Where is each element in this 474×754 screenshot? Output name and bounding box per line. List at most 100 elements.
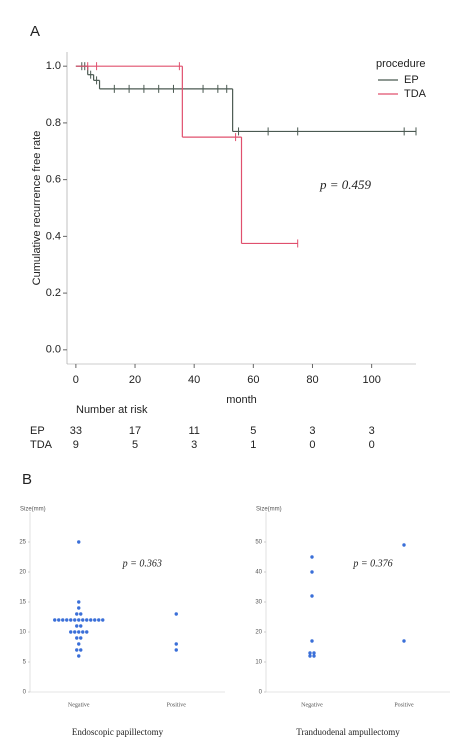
legend-label: EP — [404, 74, 419, 86]
dot — [73, 630, 77, 634]
y-tick-label: 40 — [255, 570, 262, 576]
risk-value: 3 — [309, 425, 315, 437]
y-tick-label: 5 — [23, 660, 27, 666]
risk-table-title: Number at risk — [76, 404, 148, 416]
dot — [402, 543, 406, 547]
dot — [79, 648, 83, 652]
panel-label: B — [22, 471, 32, 488]
dot — [310, 639, 314, 643]
legend-title: procedure — [376, 58, 426, 70]
annotation: p = 0.459 — [319, 177, 372, 192]
x-tick-label: 80 — [306, 374, 318, 386]
y-tick-label: 15 — [19, 600, 26, 606]
dot — [65, 618, 69, 622]
dot — [57, 618, 61, 622]
dot — [73, 618, 77, 622]
x-tick-label: 20 — [129, 374, 141, 386]
risk-value: 0 — [309, 439, 315, 451]
y-tick-label: 0.8 — [46, 117, 61, 129]
y-axis-label: Size(mm) — [20, 507, 46, 513]
dot — [85, 618, 89, 622]
y-tick-label: 10 — [19, 630, 26, 636]
risk-value: 3 — [369, 425, 375, 437]
dot — [53, 618, 57, 622]
risk-row-name: TDA — [30, 439, 53, 451]
annotation: p = 0.376 — [352, 558, 392, 569]
dot — [75, 612, 79, 616]
dot — [77, 642, 81, 646]
dot — [75, 624, 79, 628]
dot — [310, 594, 314, 598]
chart-title: Endoscopic papillectomy — [72, 727, 164, 737]
dot — [77, 654, 81, 658]
x-tick-label: 40 — [188, 374, 200, 386]
risk-value: 0 — [369, 439, 375, 451]
dot — [312, 651, 316, 655]
dot — [81, 618, 85, 622]
risk-value: 3 — [191, 439, 197, 451]
y-tick-label: 30 — [255, 600, 262, 606]
dot — [308, 654, 312, 658]
dot — [77, 630, 81, 634]
x-tick-label: 0 — [73, 374, 79, 386]
risk-value: 9 — [73, 439, 79, 451]
x-tick-label: 60 — [247, 374, 259, 386]
dot — [97, 618, 101, 622]
dot — [402, 639, 406, 643]
dot — [61, 618, 65, 622]
dot — [77, 618, 81, 622]
x-tick-label: Negative — [68, 702, 90, 708]
dot — [81, 630, 85, 634]
dot — [79, 612, 83, 616]
dot — [174, 642, 178, 646]
dot — [308, 651, 312, 655]
risk-value: 5 — [250, 425, 256, 437]
y-tick-label: 50 — [255, 540, 262, 546]
dot — [77, 606, 81, 610]
y-tick-label: 0.0 — [46, 344, 61, 356]
y-tick-label: 20 — [255, 630, 262, 636]
dot — [77, 600, 81, 604]
y-tick-label: 25 — [19, 540, 26, 546]
risk-row-name: EP — [30, 425, 45, 437]
dot — [174, 612, 178, 616]
dot — [69, 630, 73, 634]
y-tick-label: 20 — [19, 570, 26, 576]
dot — [93, 618, 97, 622]
dot — [79, 636, 83, 640]
dot — [69, 618, 73, 622]
dot — [312, 654, 316, 658]
dot — [75, 636, 79, 640]
x-tick-label: Positive — [394, 702, 414, 708]
y-tick-label: 0.2 — [46, 287, 61, 299]
risk-value: 1 — [250, 439, 256, 451]
dot — [310, 570, 314, 574]
dot — [77, 540, 81, 544]
y-tick-label: 0.4 — [46, 230, 61, 242]
y-axis-label: Cumulative recurrence free rate — [31, 131, 43, 286]
risk-value: 33 — [70, 425, 82, 437]
dot — [89, 618, 93, 622]
y-tick-label: 0 — [259, 690, 263, 696]
dot — [75, 648, 79, 652]
y-tick-label: 10 — [255, 660, 262, 666]
dot — [85, 630, 89, 634]
risk-value: 11 — [188, 425, 199, 437]
risk-value: 17 — [129, 425, 141, 437]
x-tick-label: 100 — [362, 374, 380, 386]
legend-label: TDA — [404, 88, 427, 100]
dot — [310, 555, 314, 559]
x-tick-label: Negative — [301, 702, 323, 708]
y-tick-label: 1.0 — [46, 60, 61, 72]
y-axis-label: Size(mm) — [256, 507, 282, 513]
x-tick-label: Positive — [167, 702, 187, 708]
dot — [174, 648, 178, 652]
dot — [79, 624, 83, 628]
dot — [101, 618, 105, 622]
risk-value: 5 — [132, 439, 138, 451]
x-axis-label: month — [226, 394, 257, 406]
y-tick-label: 0.6 — [46, 174, 61, 186]
chart-title: Tranduodenal ampullectomy — [296, 727, 400, 737]
y-tick-label: 0 — [23, 690, 27, 696]
